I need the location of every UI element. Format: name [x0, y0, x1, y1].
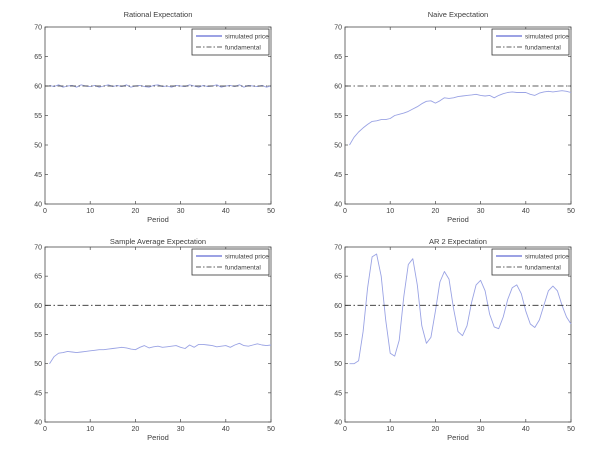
svg-text:65: 65: [34, 274, 42, 281]
legend-label-simulated-price: simulated price: [525, 254, 569, 261]
legend: simulated price fundamental: [191, 28, 270, 56]
x-axis-label: Period: [447, 215, 469, 224]
svg-text:55: 55: [334, 113, 342, 120]
plot-curves: [345, 253, 572, 365]
legend-label-fundamental: fundamental: [225, 265, 261, 272]
svg-text:40: 40: [222, 426, 230, 433]
svg-text:20: 20: [432, 426, 440, 433]
axis-ticks: 0 10 20 30 40 50 40 45 50 55 60 65 70: [334, 245, 575, 434]
svg-text:60: 60: [334, 303, 342, 310]
plot-title: AR 2 Expectation: [429, 237, 487, 246]
svg-text:10: 10: [86, 208, 94, 215]
svg-text:30: 30: [477, 208, 485, 215]
x-axis-label: Period: [147, 433, 169, 442]
svg-text:70: 70: [334, 25, 342, 32]
svg-text:30: 30: [177, 208, 185, 215]
svg-text:40: 40: [334, 202, 342, 209]
svg-text:45: 45: [34, 172, 42, 179]
legend: simulated price fundamental: [491, 248, 570, 276]
svg-text:45: 45: [334, 172, 342, 179]
legend-box: [191, 28, 270, 56]
svg-text:0: 0: [43, 426, 47, 433]
svg-text:10: 10: [86, 426, 94, 433]
svg-text:65: 65: [34, 54, 42, 61]
plot-area: [44, 246, 272, 423]
svg-text:50: 50: [267, 208, 275, 215]
svg-text:65: 65: [334, 274, 342, 281]
svg-text:50: 50: [334, 143, 342, 150]
svg-text:50: 50: [267, 426, 275, 433]
svg-text:65: 65: [334, 54, 342, 61]
axis-ticks: 0 10 20 30 40 50 40 45 50 55 60 65 70: [34, 25, 275, 216]
svg-text:40: 40: [522, 426, 530, 433]
svg-text:50: 50: [34, 143, 42, 150]
plot-title: Sample Average Expectation: [110, 237, 206, 246]
legend-box: [191, 248, 270, 276]
svg-text:45: 45: [334, 390, 342, 397]
axis-ticks: 0 10 20 30 40 50 40 45 50 55 60 65 70: [34, 245, 275, 434]
svg-text:50: 50: [567, 426, 575, 433]
plot-curves: [345, 85, 572, 146]
plot-curves: [45, 304, 272, 364]
svg-text:10: 10: [386, 426, 394, 433]
legend-box: [491, 248, 570, 276]
svg-text:50: 50: [567, 208, 575, 215]
svg-text:55: 55: [334, 332, 342, 339]
svg-text:70: 70: [34, 245, 42, 252]
svg-text:45: 45: [34, 390, 42, 397]
svg-text:40: 40: [34, 202, 42, 209]
svg-text:70: 70: [34, 25, 42, 32]
legend-label-simulated-price: simulated price: [225, 34, 269, 41]
legend-label-simulated-price: simulated price: [225, 254, 269, 261]
svg-text:30: 30: [477, 426, 485, 433]
svg-text:40: 40: [522, 208, 530, 215]
subplot-ar2-expectation: AR 2 Expectation 0 10 20 30 40 50 40 45 50 55 60 65…: [300, 237, 600, 475]
svg-text:10: 10: [386, 208, 394, 215]
legend: simulated price fundamental: [491, 28, 570, 56]
legend-label-fundamental: fundamental: [525, 265, 561, 272]
svg-text:70: 70: [334, 245, 342, 252]
plot-curves: [45, 84, 272, 88]
svg-text:60: 60: [334, 84, 342, 91]
legend-label-simulated-price: simulated price: [525, 34, 569, 41]
svg-text:0: 0: [343, 208, 347, 215]
svg-text:40: 40: [34, 420, 42, 427]
plot-area: [44, 26, 272, 205]
svg-text:0: 0: [343, 426, 347, 433]
svg-text:20: 20: [432, 208, 440, 215]
svg-text:40: 40: [222, 208, 230, 215]
subplot-rational-expectation: Rational Expectation 0 10 20 30 40 50 40 45 50 55…: [0, 0, 300, 237]
legend-box: [491, 28, 570, 56]
legend-label-fundamental: fundamental: [525, 45, 561, 52]
plot-title: Naive Expectation: [428, 10, 488, 19]
subplot-sample-average-expectation: Sample Average Expectation 0 10 20 30 40 50 40…: [0, 237, 300, 475]
subplot-naive-expectation: Naive Expectation 0 10 20 30 40 50 40 45 50 55 60 6…: [300, 0, 600, 237]
svg-text:60: 60: [34, 303, 42, 310]
axis-ticks: 0 10 20 30 40 50 40 45 50 55 60 65 70: [334, 25, 575, 216]
plot-area: [344, 26, 572, 205]
svg-text:55: 55: [34, 332, 42, 339]
svg-text:0: 0: [43, 208, 47, 215]
svg-text:20: 20: [132, 426, 140, 433]
legend-label-fundamental: fundamental: [225, 45, 261, 52]
svg-text:50: 50: [334, 361, 342, 368]
svg-text:30: 30: [177, 426, 185, 433]
x-axis-label: Period: [147, 215, 169, 224]
svg-text:40: 40: [334, 420, 342, 427]
svg-text:60: 60: [34, 84, 42, 91]
legend: simulated price fundamental: [191, 248, 270, 276]
plot-title: Rational Expectation: [124, 10, 193, 19]
svg-text:55: 55: [34, 113, 42, 120]
svg-text:20: 20: [132, 208, 140, 215]
svg-text:50: 50: [34, 361, 42, 368]
x-axis-label: Period: [447, 433, 469, 442]
